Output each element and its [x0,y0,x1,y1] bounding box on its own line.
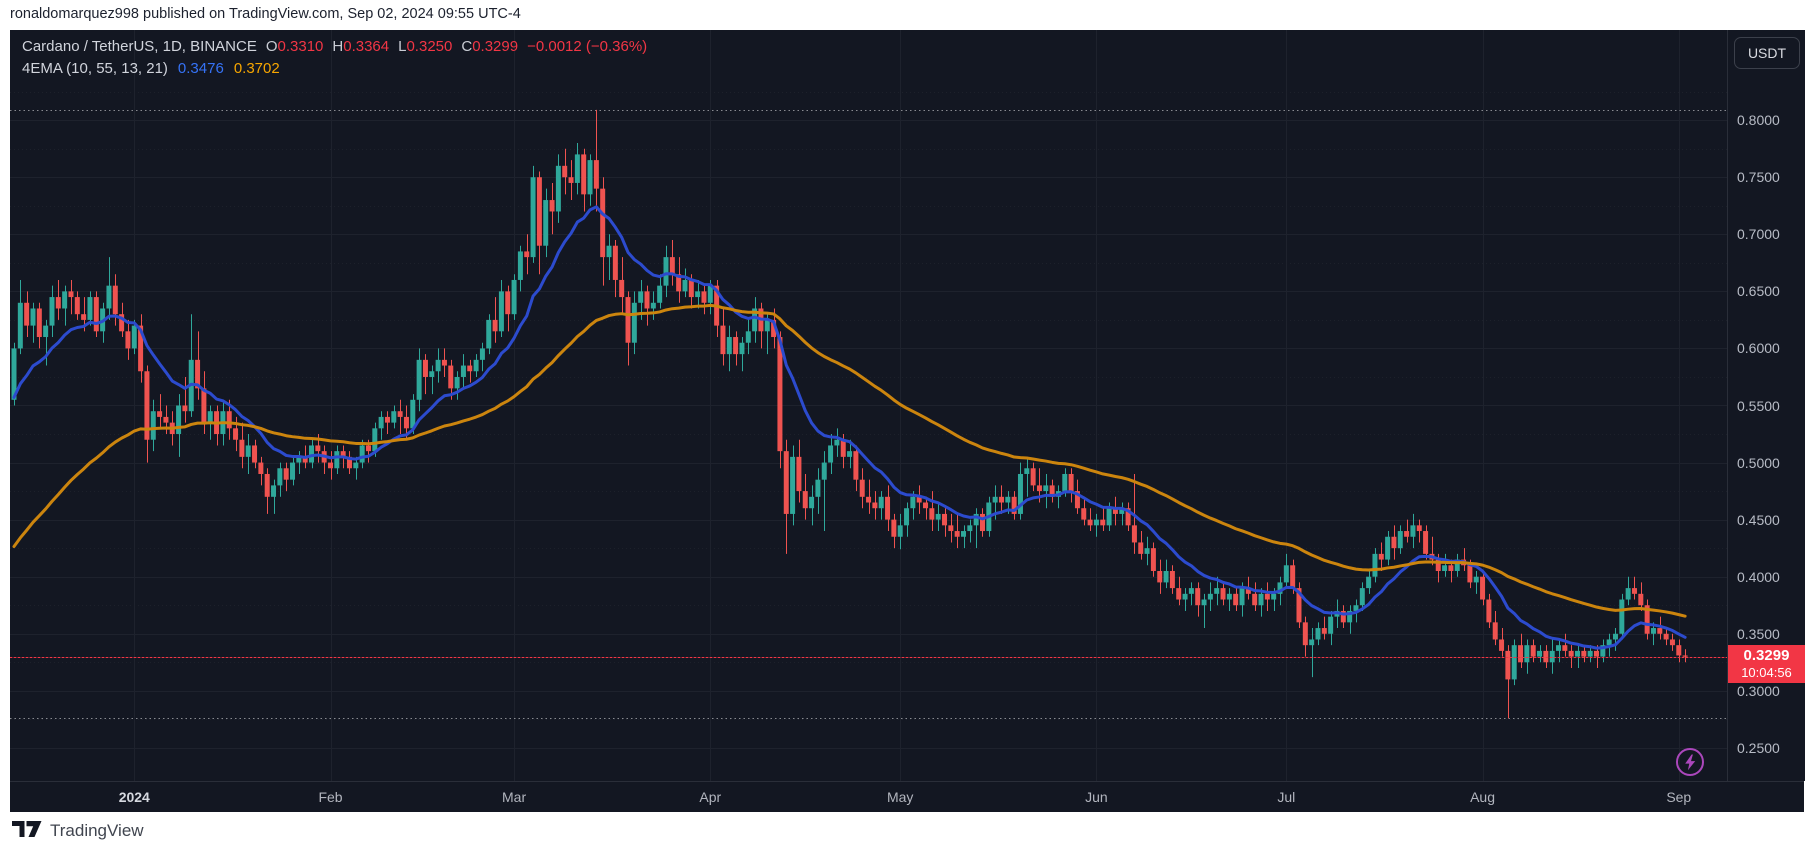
change-value: −0.0012 (−0.36%) [527,38,648,55]
currency-toggle-button[interactable]: USDT [1734,37,1800,69]
price-tick-label: 0.3500 [1737,625,1780,642]
price-tick-label: 0.6000 [1737,340,1780,357]
last-price-badge: 0.3299 10:04:56 [1728,644,1805,683]
time-axis-label[interactable]: Aug [1470,789,1495,805]
time-axis-label[interactable]: Mar [502,789,527,805]
time-axis-label[interactable]: Jun [1085,789,1108,805]
price-tick-label: 0.5500 [1737,397,1780,414]
time-axis-label[interactable]: Jul [1277,789,1296,805]
price-tick-label: 0.7000 [1737,226,1780,243]
time-axis-label[interactable]: Apr [699,789,722,805]
price-tick-label: 0.5000 [1737,454,1780,471]
chart-legend: Cardano / TetherUS, 1D, BINANCE O0.3310 H0… [22,36,647,80]
time-axis-label[interactable]: Feb [318,789,343,805]
tradingview-logo-text: TradingView [50,821,144,840]
time-axis-label[interactable]: Sep [1666,789,1692,805]
published-note: ronaldomarquez998 published on TradingVi… [10,6,521,22]
price-tick-label: 0.4000 [1737,568,1780,585]
time-axis-label[interactable]: 2024 [118,789,150,805]
symbol-row[interactable]: Cardano / TetherUS, 1D, BINANCE O0.3310 H0… [22,36,647,58]
chart-panel: Cardano / TetherUS, 1D, BINANCE O0.3310 H0… [10,30,1805,813]
close-value: 0.3299 [472,38,519,55]
time-axis-label[interactable]: May [886,789,914,805]
price-tick-label: 0.4500 [1737,511,1780,528]
ema-fast-value: 0.3476 [177,60,224,77]
low-label: L [398,38,407,55]
ema-slow-value: 0.3702 [233,60,280,77]
indicator-title[interactable]: 4EMA (10, 55, 13, 21) [22,60,168,77]
time-axis[interactable]: 2024 Feb Mar Apr May Jun Jul Aug Sep [10,781,1804,813]
price-tick-label: 0.7500 [1737,169,1780,186]
open-value: 0.3310 [277,38,324,55]
candlestick-chart[interactable] [10,30,1727,781]
price-tick-label: 0.2500 [1737,739,1780,756]
indicator-row[interactable]: 4EMA (10, 55, 13, 21) 0.3476 0.3702 [22,58,647,80]
lightning-icon [1685,754,1696,770]
tradingview-logo[interactable]: TradingView [12,821,144,841]
price-tick-label: 0.3000 [1737,682,1780,699]
low-value: 0.3250 [406,38,453,55]
price-tick-label: 0.8000 [1737,112,1780,129]
bottom-bar: TradingView [0,812,1814,858]
last-price-value: 0.3299 [1743,646,1790,664]
flash-button[interactable] [1676,748,1704,776]
tradingview-logo-icon [12,821,42,837]
high-label: H [332,38,344,55]
countdown-timer: 10:04:56 [1741,664,1792,680]
high-value: 0.3364 [343,38,390,55]
open-label: O [265,38,278,55]
price-axis[interactable]: USDT 0.3299 10:04:56 0.8000 0.7500 0.7000 0… [1727,30,1805,781]
symbol-title[interactable]: Cardano / TetherUS, 1D, BINANCE [22,38,257,55]
price-tick-label: 0.6500 [1737,283,1780,300]
close-label: C [461,38,473,55]
